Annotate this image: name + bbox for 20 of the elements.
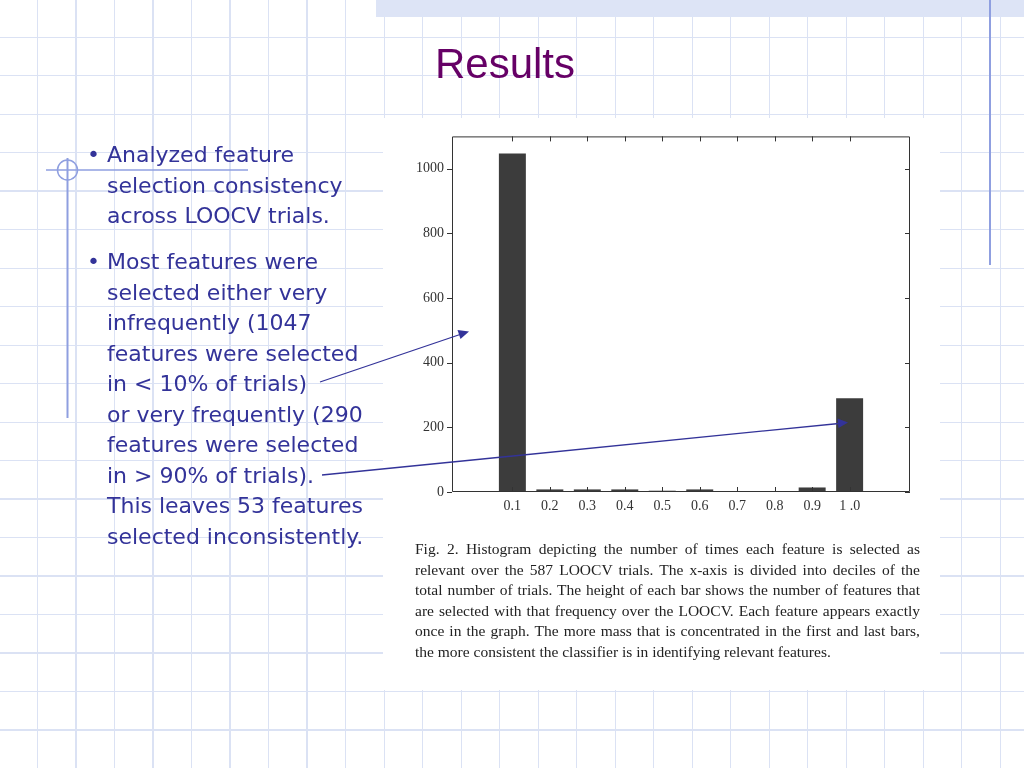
- x-tick-label: 0.9: [803, 498, 821, 514]
- x-tick-label: 0.3: [578, 498, 597, 514]
- y-tick-label: 200: [423, 419, 444, 435]
- y-tick-label: 800: [423, 225, 444, 241]
- x-tick-label: 1 .0: [839, 498, 861, 514]
- chart-title: Results: [434, 39, 576, 89]
- y-tick-label: 400: [423, 354, 444, 370]
- caption: Fig. 2. Histogram depicting the number of times each feature is selected as relevant over the 587 LOOCV trials. The x-axis is divided into deciles of the total number of trials. The height of each bar shows the number of features that are selected with that frequency over the LOOCV. Each feature appears exactly once in the graph. The more mass that is concentrated in the first and last bars, the more consistent the classifier is in identifying relevant features.: [415, 539, 920, 662]
- y-tick-label: 0: [437, 483, 444, 499]
- x-tick-label: 0.7: [728, 498, 746, 514]
- x-tick-label: 0.8: [765, 498, 784, 514]
- text: • Most features were selected either very infrequently (1047 features were selected in < 10% of trials) or very frequently (290 features were selected in > 90% of trials). This leaves 53 features selected inconsistently.: [87, 249, 364, 549]
- x-tick-label: 0.6: [690, 498, 709, 514]
- x-tick-label: 0.2: [541, 498, 559, 514]
- x-tick-label: 0.1: [503, 498, 522, 514]
- y-tick-label: 600: [423, 289, 444, 305]
- x-tick-label: 0.5: [653, 498, 672, 514]
- text: • Analyzed feature selection consistency across LOOCV trials.: [87, 141, 344, 230]
- y-tick-label: 1000: [416, 160, 444, 176]
- x-tick-label: 0.4: [616, 498, 634, 514]
